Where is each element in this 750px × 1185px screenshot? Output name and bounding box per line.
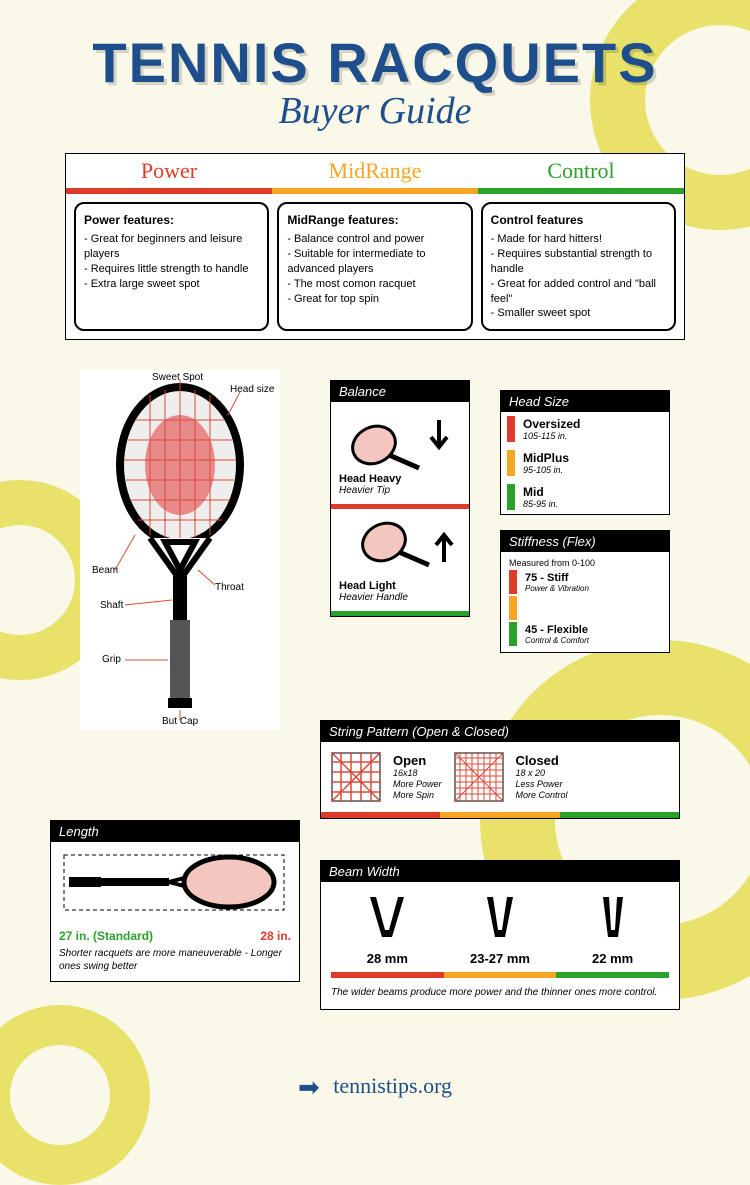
category-feature-box: MidRange features:- Balance control and …: [277, 202, 472, 331]
label-but-cap: But Cap: [162, 716, 198, 727]
string-open-note1: More Power: [393, 779, 442, 790]
label-shaft: Shaft: [100, 600, 123, 611]
head-size-title: Head Size: [501, 391, 669, 412]
category-header: MidRange: [272, 154, 478, 188]
length-std: (Standard): [93, 929, 153, 943]
string-closed-note1: Less Power: [516, 779, 568, 790]
head-size-panel: Head Size Oversized105-115 in.MidPlus95-…: [500, 390, 670, 515]
length-racquet-icon: [59, 850, 289, 920]
stiffness-panel: Stiffness (Flex) Measured from 0-100 75 …: [500, 530, 670, 653]
length-max: 28 in.: [260, 929, 291, 943]
label-beam: Beam: [92, 565, 118, 576]
label-throat: Throat: [215, 582, 244, 593]
stiffness-row: [509, 596, 661, 620]
footer-site: tennistips.org: [333, 1073, 452, 1098]
label-grip: Grip: [102, 654, 121, 665]
string-closed-label: Closed: [516, 753, 568, 768]
beam-width-panel: Beam Width 28 mm 23-27 mm 22 mm The wider …: [320, 860, 680, 1010]
length-min: 27 in.: [59, 929, 90, 943]
category-bar-segment: [66, 188, 272, 194]
beam-item: 22 mm: [583, 892, 643, 966]
balance-light-sub: Heavier Handle: [339, 592, 461, 603]
footer: ➡ tennistips.org: [0, 1073, 750, 1103]
head-size-row: Mid85-95 in.: [501, 480, 669, 514]
stiffness-row: 75 - StiffPower & Vibration: [509, 570, 661, 594]
title-main: TENNIS RACQUETS: [30, 30, 720, 95]
string-closed-spec: 18 x 20: [516, 768, 568, 779]
string-open-note2: More Spin: [393, 790, 442, 801]
category-bar-segment: [272, 188, 478, 194]
stiffness-title: Stiffness (Flex): [501, 531, 669, 552]
balance-heavy-title: Head Heavy: [339, 473, 461, 485]
balance-heavy-sub: Heavier Tip: [339, 485, 461, 496]
beam-item: 23-27 mm: [470, 892, 530, 966]
label-sweet-spot: Sweet Spot: [152, 372, 203, 383]
string-open-label: Open: [393, 753, 442, 768]
balance-light-title: Head Light: [339, 580, 461, 592]
string-pattern-panel: String Pattern (Open & Closed) Open 16x1…: [320, 720, 680, 819]
categories-panel: PowerMidRangeControl Power features:- Gr…: [65, 153, 685, 340]
length-note: Shorter racquets are more maneuverable -…: [59, 947, 291, 973]
string-open-spec: 16x18: [393, 768, 442, 779]
balance-title: Balance: [331, 381, 469, 402]
head-size-row: Oversized105-115 in.: [501, 412, 669, 446]
balance-panel: Balance Head Heavy Heavier Tip Head Ligh…: [330, 380, 470, 617]
category-header: Control: [478, 154, 684, 188]
balance-heavy-icon: [339, 410, 459, 470]
head-size-row: MidPlus95-105 in.: [501, 446, 669, 480]
racquet-anatomy-panel: Sweet Spot Head size Beam Throat Shaft G…: [80, 370, 280, 730]
title-subtitle: Buyer Guide: [30, 89, 720, 133]
category-header: Power: [66, 154, 272, 188]
category-feature-box: Control features- Made for hard hitters!…: [481, 202, 676, 331]
string-closed-note2: More Control: [516, 790, 568, 801]
string-closed-icon: [454, 752, 504, 802]
category-feature-box: Power features:- Great for beginners and…: [74, 202, 269, 331]
length-title: Length: [51, 821, 299, 842]
stiffness-row: 45 - FlexibleControl & Comfort: [509, 622, 661, 646]
beam-item: 28 mm: [357, 892, 417, 966]
beam-note: The wider beams produce more power and t…: [331, 986, 669, 999]
beam-gradient-bar: [331, 972, 669, 978]
category-bar-segment: [478, 188, 684, 194]
title-block: TENNIS RACQUETS Buyer Guide: [30, 30, 720, 133]
racquet-anatomy-svg: [80, 370, 280, 730]
beam-width-title: Beam Width: [321, 861, 679, 882]
balance-light-bar: [331, 611, 469, 616]
length-panel: Length 27 in. (Standard) 28 in. Shorter …: [50, 820, 300, 982]
label-head-size: Head size: [230, 384, 274, 395]
stiffness-note: Measured from 0-100: [509, 558, 661, 568]
string-gradient-bar: [321, 812, 679, 818]
string-pattern-title: String Pattern (Open & Closed): [321, 721, 679, 742]
arrow-icon: ➡: [298, 1073, 320, 1102]
balance-light-icon: [339, 517, 459, 577]
string-open-icon: [331, 752, 381, 802]
